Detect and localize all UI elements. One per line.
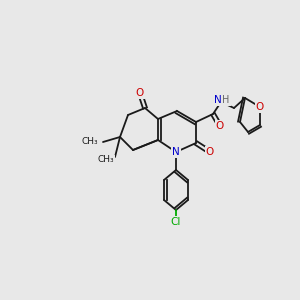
Text: N: N [214, 95, 222, 105]
Text: O: O [206, 147, 214, 157]
Text: N: N [172, 147, 180, 157]
Text: Cl: Cl [171, 217, 181, 227]
Text: CH₃: CH₃ [98, 155, 114, 164]
Text: O: O [216, 121, 224, 131]
Text: H: H [222, 95, 230, 105]
Text: O: O [256, 102, 264, 112]
Text: O: O [136, 88, 144, 98]
Text: CH₃: CH₃ [81, 137, 98, 146]
